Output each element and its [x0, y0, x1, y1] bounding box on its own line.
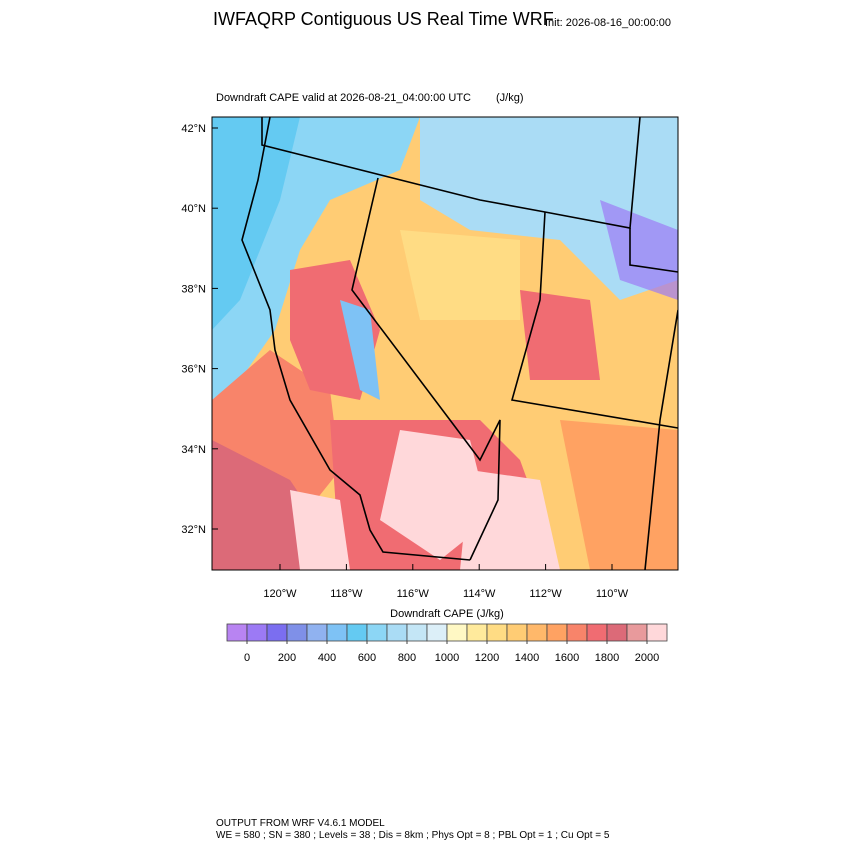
- lon-label: 114°W: [463, 588, 496, 600]
- colorbar-swatch: [346, 623, 368, 642]
- colorbar-tick-label: 1600: [555, 652, 579, 664]
- colorbar-swatch: [506, 623, 528, 642]
- colorbar-tick-label: 600: [358, 652, 376, 664]
- colorbar-swatch: [386, 623, 408, 642]
- colorbar-tick-label: 2000: [635, 652, 659, 664]
- lat-label: 36°N: [181, 364, 206, 376]
- colorbar-swatch: [306, 623, 328, 642]
- init-time: Init: 2026-08-16_00:00:00: [545, 17, 671, 29]
- lon-label: 112°W: [529, 588, 562, 600]
- lon-label: 118°W: [330, 588, 363, 600]
- colorbar-swatch: [566, 623, 588, 642]
- state-borders: [241, 117, 678, 570]
- colorbar-swatch: [526, 623, 548, 642]
- colorbar-tick-label: 1400: [515, 652, 539, 664]
- colorbar-tick-label: 1200: [475, 652, 499, 664]
- colorbar-tick-label: 1000: [435, 652, 459, 664]
- colorbar-swatch: [406, 623, 428, 642]
- footer-settings: WE = 580 ; SN = 380 ; Levels = 38 ; Dis …: [216, 830, 610, 841]
- lat-label: 40°N: [181, 203, 206, 215]
- units: (J/kg): [496, 92, 524, 104]
- lat-label: 42°N: [181, 123, 206, 135]
- lat-label: 34°N: [181, 444, 206, 456]
- colorbar-swatch: [326, 623, 348, 642]
- colorbar-swatch: [486, 623, 508, 642]
- colorbar-tick-label: 1800: [595, 652, 619, 664]
- colorbar-swatch: [546, 623, 568, 642]
- colorbar-swatch: [466, 623, 488, 642]
- lon-label: 120°W: [263, 588, 297, 600]
- lon-label: 116°W: [397, 588, 430, 600]
- colorbar-swatch: [266, 623, 288, 642]
- lon-label: 110°W: [596, 588, 629, 600]
- lat-label: 32°N: [181, 524, 206, 536]
- map-frame: [211, 116, 679, 571]
- colorbar-swatch: [606, 623, 628, 642]
- map-field: [212, 117, 678, 570]
- colorbar-swatch: [226, 623, 248, 642]
- lat-label: 38°N: [181, 283, 206, 295]
- subtitle: Downdraft CAPE valid at 2026-08-21_04:00…: [216, 92, 471, 104]
- colorbar-swatch: [286, 623, 308, 642]
- colorbar-swatch: [366, 623, 388, 642]
- colorbar-tick-label: 200: [278, 652, 296, 664]
- colorbar-swatch: [426, 623, 448, 642]
- colorbar-swatch: [626, 623, 648, 642]
- title: IWFAQRP Contiguous US Real Time WRF: [213, 9, 554, 29]
- colorbar-swatch: [586, 623, 608, 642]
- colorbar-swatch: [646, 623, 668, 642]
- footer-model: OUTPUT FROM WRF V4.6.1 MODEL: [216, 818, 385, 829]
- colorbar-swatch: [246, 623, 268, 642]
- colorbar-title: Downdraft CAPE (J/kg): [390, 608, 504, 620]
- colorbar-tick-label: 0: [244, 652, 250, 664]
- colorbar-tick-label: 400: [318, 652, 336, 664]
- colorbar-swatch: [446, 623, 468, 642]
- colorbar-tick-label: 800: [398, 652, 416, 664]
